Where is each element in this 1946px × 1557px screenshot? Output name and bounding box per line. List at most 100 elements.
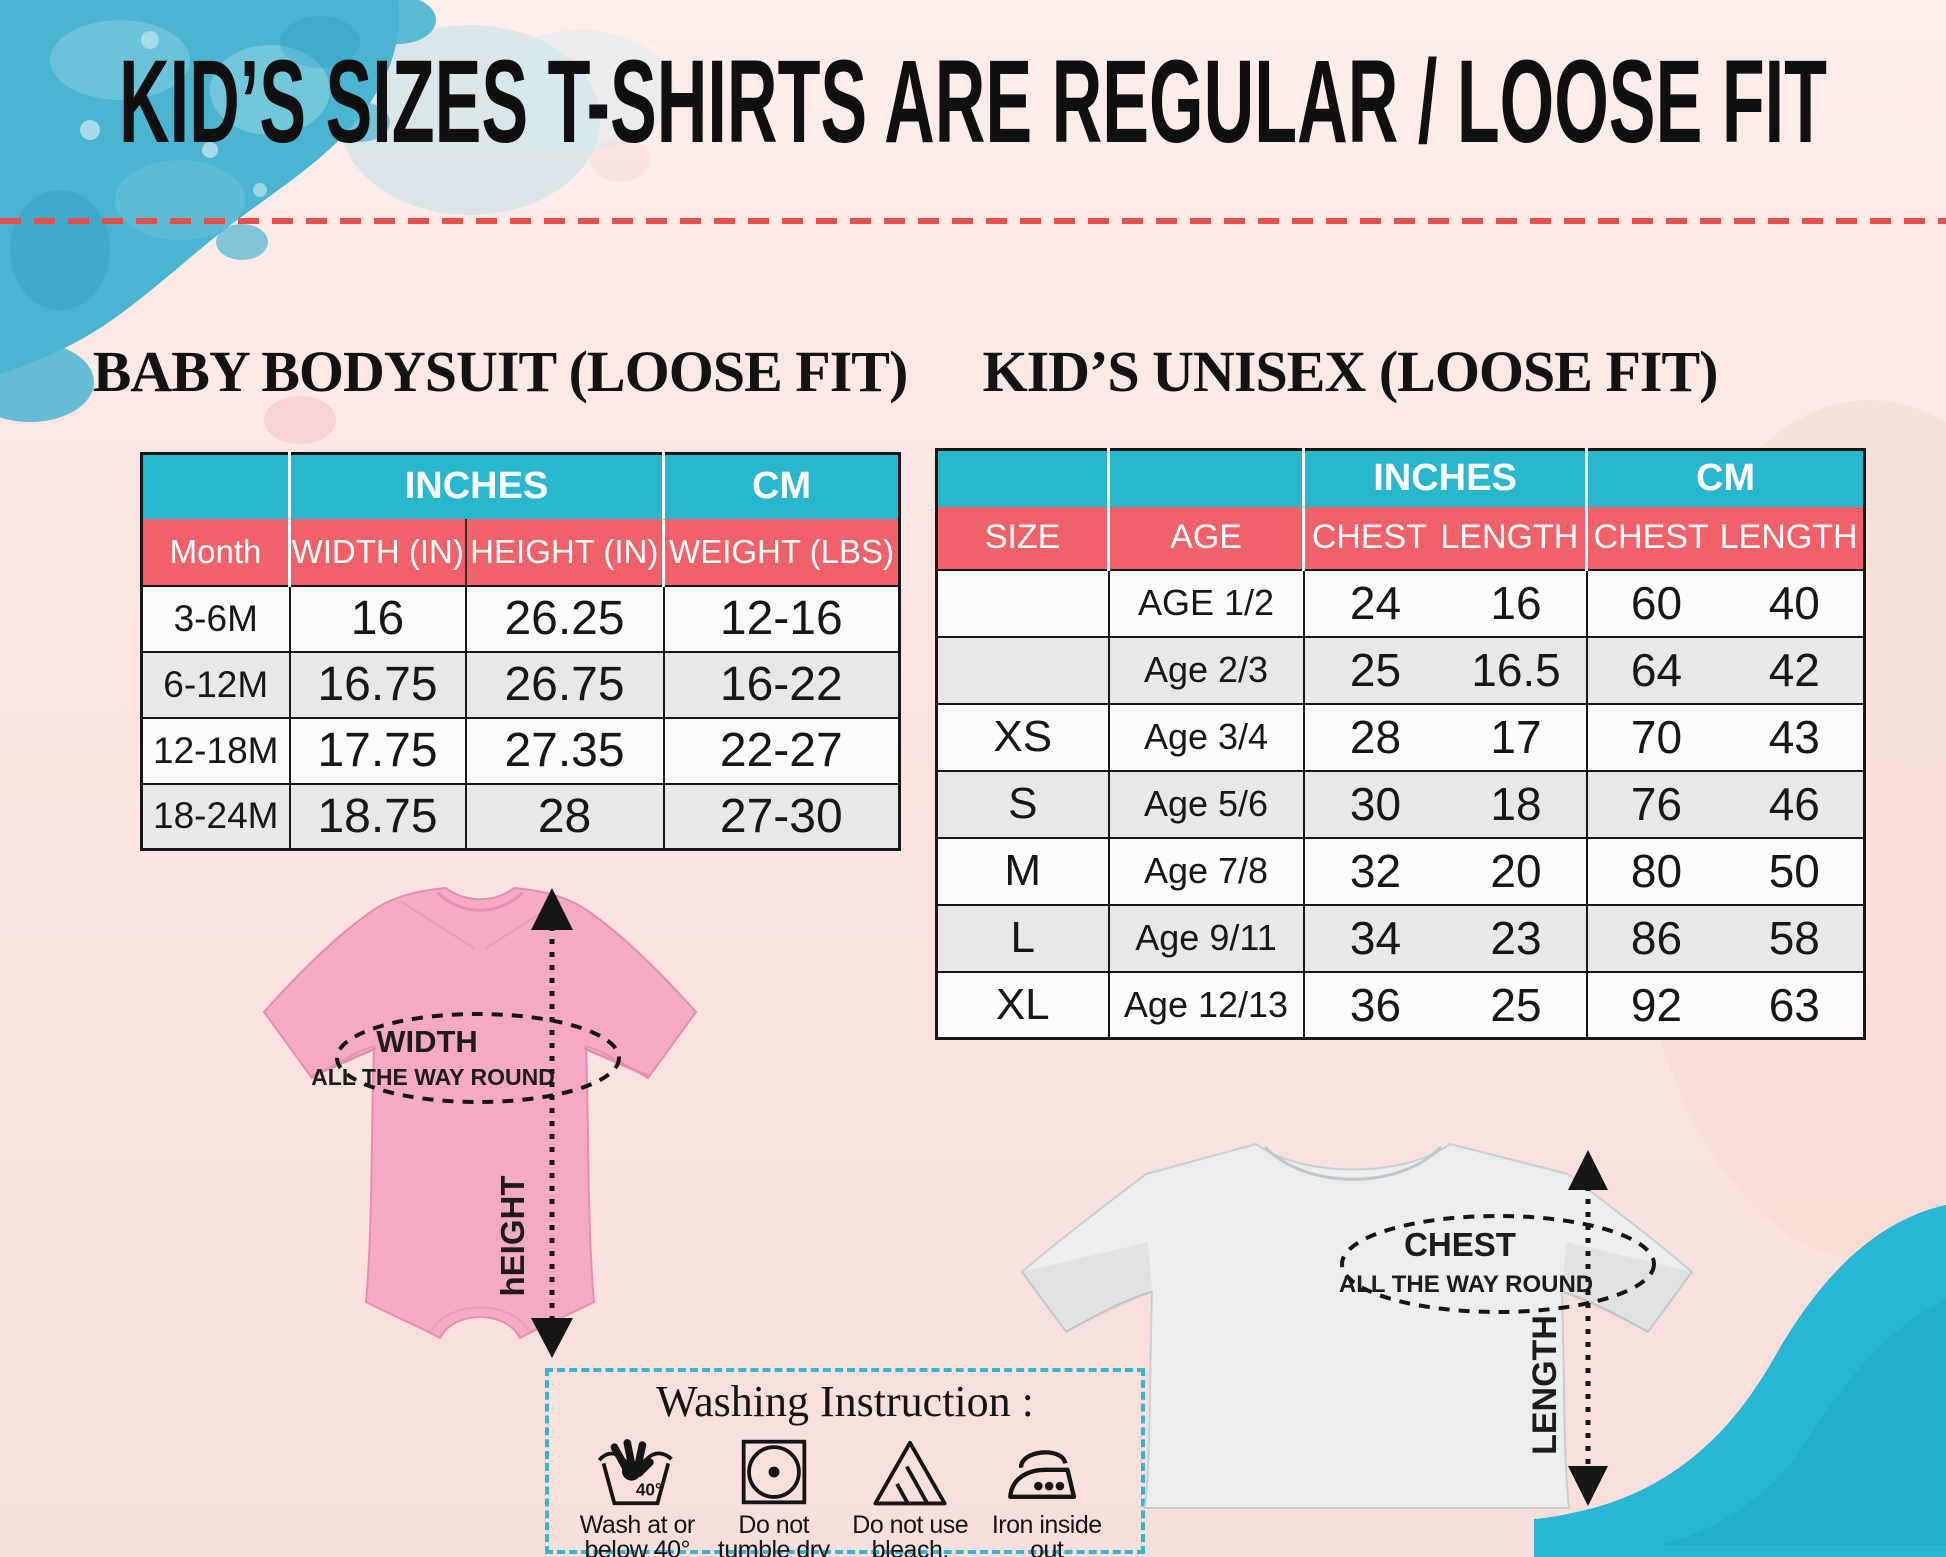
- length-in-cell: 17: [1446, 702, 1588, 772]
- month-cell: 12-18M: [140, 716, 291, 785]
- length-in-cell: 20: [1446, 836, 1588, 906]
- table-row: XL Age 12/13 36 25 92 63: [935, 970, 1866, 1040]
- chest-cm-cell: 80: [1585, 836, 1726, 906]
- length-in-cell: 25: [1446, 970, 1588, 1040]
- length-cm-cell: 46: [1725, 769, 1866, 839]
- height-cell: 28: [464, 782, 665, 851]
- chest-in-cell: 30: [1302, 769, 1447, 839]
- table-row: AGE 1/2 24 16 60 40: [935, 568, 1866, 638]
- length-in-cell: 23: [1446, 903, 1588, 973]
- size-cell: [935, 635, 1110, 705]
- inches-group-header: INCHES: [287, 453, 664, 519]
- weight-cell: 27-30: [662, 782, 901, 851]
- height-label: hEIGHT: [494, 1176, 531, 1297]
- width-cell: 16.75: [288, 650, 467, 719]
- width-cell: 18.75: [288, 782, 467, 851]
- length-cm-cell: 58: [1725, 903, 1866, 973]
- weight-cell: 22-27: [662, 716, 901, 785]
- wash-temp-label: 40°: [636, 1480, 662, 1500]
- column-header: LENGTH: [1440, 518, 1579, 556]
- age-cell: Age 7/8: [1107, 836, 1305, 906]
- washing-item-label: bleach.: [871, 1536, 950, 1557]
- height-cell: 26.25: [464, 584, 665, 653]
- size-cell: M: [935, 836, 1110, 906]
- width-sublabel: ALL THE WAY ROUND: [311, 1064, 555, 1090]
- table-row: 12-18M 17.75 27.35 22-27: [140, 716, 901, 785]
- chest-cm-cell: 70: [1585, 702, 1726, 772]
- column-header: WEIGHT (LBS): [662, 518, 900, 586]
- chest-in-cell: 25: [1302, 635, 1447, 705]
- column-header: Month: [141, 518, 290, 586]
- chest-in-cell: 36: [1302, 970, 1447, 1040]
- washing-title: Washing Instruction :: [656, 1377, 1034, 1426]
- column-header: SIZE: [936, 506, 1109, 570]
- chest-in-cell: 28: [1302, 702, 1447, 772]
- length-in-cell: 18: [1446, 769, 1588, 839]
- length-in-cell: 16.5: [1446, 635, 1588, 705]
- age-cell: AGE 1/2: [1107, 568, 1305, 638]
- column-header: CHEST: [1593, 518, 1709, 556]
- kids-section-heading: KID’S UNISEX (LOOSE FIT): [982, 339, 1719, 404]
- washing-instructions-panel: Washing Instruction : 40° Wash at or bel…: [545, 1368, 1145, 1557]
- age-cell: Age 5/6: [1107, 769, 1305, 839]
- age-cell: Age 2/3: [1107, 635, 1305, 705]
- column-header-pair: CHEST LENGTH: [1585, 506, 1865, 570]
- baby-bodysuit-illustration: WIDTH ALL THE WAY ROUND hEIGHT: [262, 886, 698, 1358]
- size-cell: [935, 568, 1110, 638]
- width-cell: 17.75: [288, 716, 467, 785]
- column-header: CHEST: [1311, 518, 1427, 556]
- width-measure-ellipse: [335, 1012, 621, 1104]
- inches-group-header: INCHES: [1301, 449, 1587, 507]
- chest-label: CHEST: [1404, 1226, 1516, 1263]
- size-cell: S: [935, 769, 1110, 839]
- size-cell: XS: [935, 702, 1110, 772]
- height-cell: 26.75: [464, 650, 665, 719]
- chest-cm-cell: 86: [1585, 903, 1726, 973]
- do-not-tumble-dry-icon: [741, 1439, 806, 1505]
- table-row: M Age 7/8 32 20 80 50: [935, 836, 1866, 906]
- width-label: WIDTH: [376, 1024, 478, 1059]
- month-cell: 18-24M: [140, 782, 291, 851]
- column-header: HEIGHT (IN): [464, 518, 664, 586]
- iron-inside-out-icon: [1007, 1450, 1076, 1499]
- chest-cm-cell: 64: [1585, 635, 1726, 705]
- table-row: XS Age 3/4 28 17 70 43: [935, 702, 1866, 772]
- age-cell: Age 12/13: [1107, 970, 1305, 1040]
- chest-in-cell: 32: [1302, 836, 1447, 906]
- chest-in-cell: 34: [1302, 903, 1447, 973]
- width-cell: 16: [288, 584, 467, 653]
- page-title-banner: KID’S SIZES T-SHIRTS ARE REGULAR / LOOSE…: [119, 36, 1827, 168]
- washing-item-label: Wash at or: [579, 1511, 695, 1539]
- blank-header-cell: [141, 453, 290, 519]
- weight-cell: 16-22: [662, 650, 901, 719]
- washing-item: Do not use bleach.: [842, 1433, 979, 1557]
- washing-item-label: below 40°: [584, 1536, 691, 1557]
- baby-bodysuit-size-table: INCHES CM Month WIDTH (IN) HEIGHT (IN) W…: [140, 452, 902, 851]
- length-label: LENGTH: [1526, 1315, 1564, 1455]
- month-cell: 3-6M: [140, 584, 291, 653]
- table-row: Age 2/3 25 16.5 64 42: [935, 635, 1866, 705]
- washing-item: 40° Wash at or below 40°: [569, 1433, 706, 1557]
- chest-cm-cell: 92: [1585, 970, 1726, 1040]
- size-cell: XL: [935, 970, 1110, 1040]
- column-header: LENGTH: [1719, 518, 1858, 556]
- washing-item: Iron inside out Low Temp.: [979, 1433, 1116, 1557]
- height-measure-arrow: [531, 888, 573, 1358]
- month-cell: 6-12M: [140, 650, 291, 719]
- column-header-pair: CHEST LENGTH: [1301, 506, 1587, 570]
- length-cm-cell: 50: [1725, 836, 1866, 906]
- table-row: 3-6M 16 26.25 12-16: [140, 584, 901, 653]
- do-not-use-bleach-icon: [873, 1440, 947, 1506]
- kids-tshirt-illustration: CHEST ALL THE WAY ROUND LENGTH: [1020, 1142, 1694, 1509]
- column-header: AGE: [1107, 506, 1304, 570]
- age-cell: Age 9/11: [1107, 903, 1305, 973]
- chest-in-cell: 24: [1302, 568, 1447, 638]
- table-row: L Age 9/11 34 23 86 58: [935, 903, 1866, 973]
- page-title: KID’S SIZES T-SHIRTS ARE REGULAR / LOOSE…: [119, 36, 1827, 168]
- length-cm-cell: 42: [1725, 635, 1866, 705]
- kids-unisex-size-table: INCHES CM SIZE AGE CHEST LENGTH CHEST LE…: [935, 448, 1867, 1040]
- washing-item-label: Iron inside out: [991, 1511, 1102, 1557]
- table-row: 18-24M 18.75 28 27-30: [140, 782, 901, 851]
- wash-at-or-below-40-icon: 40°: [598, 1439, 674, 1506]
- table-row: 6-12M 16.75 26.75 16-22: [140, 650, 901, 719]
